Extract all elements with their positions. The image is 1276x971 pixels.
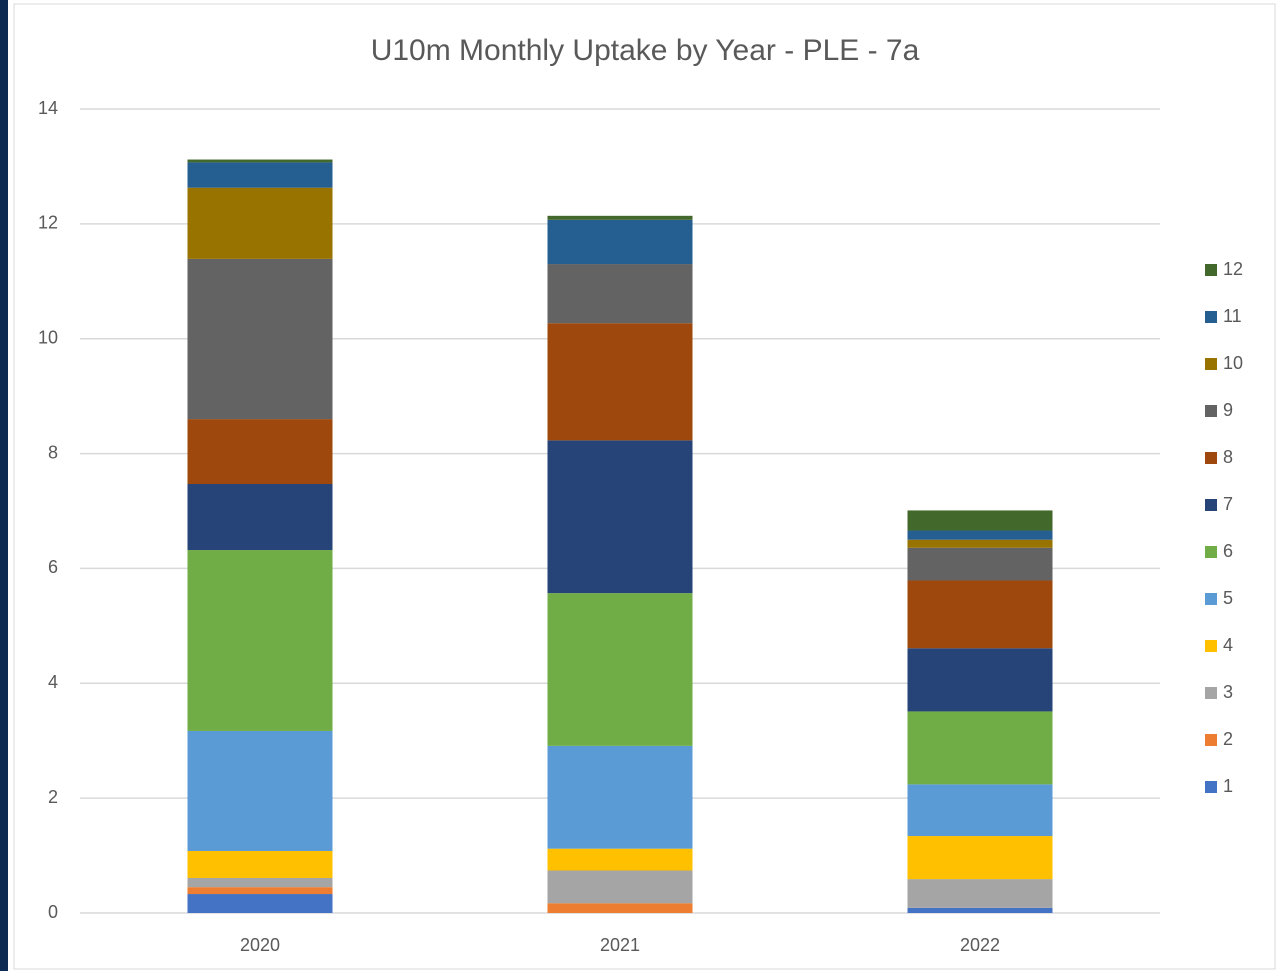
legend-swatch xyxy=(1205,311,1217,323)
x-tick-label: 2021 xyxy=(600,935,640,955)
bar-segment xyxy=(187,894,333,913)
bar-segment xyxy=(907,879,1053,908)
legend-swatch xyxy=(1205,593,1217,605)
legend-label: 3 xyxy=(1223,682,1233,702)
legend-swatch xyxy=(1205,781,1217,793)
legend-swatch xyxy=(1205,734,1217,746)
legend-label: 5 xyxy=(1223,588,1233,608)
bar-segment xyxy=(547,593,693,746)
bar-segment xyxy=(907,539,1053,548)
legend-label: 1 xyxy=(1223,776,1233,796)
bar-segment xyxy=(187,850,333,878)
bar-segment xyxy=(187,877,333,888)
legend-swatch xyxy=(1205,452,1217,464)
x-tick-label: 2022 xyxy=(960,935,1000,955)
chart-title: U10m Monthly Uptake by Year - PLE - 7a xyxy=(371,34,920,67)
bar-segment xyxy=(187,484,333,551)
bar-segment xyxy=(187,730,333,851)
bar-segment xyxy=(547,219,693,265)
bar-segment xyxy=(187,419,333,485)
bar-segment xyxy=(907,580,1053,649)
bar-segment xyxy=(187,187,333,259)
bar-segment xyxy=(907,510,1053,531)
bar-segment xyxy=(907,711,1053,785)
legend-label: 4 xyxy=(1223,635,1233,655)
y-tick-label: 10 xyxy=(38,327,58,347)
bar-segment xyxy=(907,648,1053,712)
bar-segment xyxy=(547,848,693,871)
legend-swatch xyxy=(1205,264,1217,276)
bar-segment xyxy=(187,162,333,188)
y-tick-label: 4 xyxy=(48,672,58,692)
bar-segment xyxy=(907,907,1053,913)
legend-swatch xyxy=(1205,640,1217,652)
bar-segment xyxy=(907,530,1053,540)
bar-segment xyxy=(547,903,693,913)
y-tick-label: 0 xyxy=(48,902,58,922)
bar-segment xyxy=(547,323,693,441)
bar-segment xyxy=(907,836,1053,880)
legend-label: 2 xyxy=(1223,729,1233,749)
bar-segment xyxy=(187,550,333,731)
legend-swatch xyxy=(1205,405,1217,417)
x-tick-label: 2020 xyxy=(240,935,280,955)
bar-segment xyxy=(547,745,693,849)
legend-label: 11 xyxy=(1223,306,1242,326)
y-tick-label: 6 xyxy=(48,557,58,577)
frame-edge xyxy=(0,0,8,971)
bar-segment xyxy=(187,159,333,163)
legend-swatch xyxy=(1205,358,1217,370)
legend-label: 12 xyxy=(1223,259,1243,279)
legend-label: 9 xyxy=(1223,400,1233,420)
legend-label: 7 xyxy=(1223,494,1233,514)
bar-segment xyxy=(547,440,693,594)
legend-swatch xyxy=(1205,687,1217,699)
bar-segment xyxy=(187,258,333,420)
legend-swatch xyxy=(1205,546,1217,558)
legend-label: 10 xyxy=(1223,353,1243,373)
y-tick-label: 2 xyxy=(48,787,58,807)
bar-segment xyxy=(547,870,693,904)
bar-segment xyxy=(907,547,1053,581)
bar-segment xyxy=(907,784,1053,837)
y-tick-label: 8 xyxy=(48,442,58,462)
bar-segment xyxy=(547,264,693,324)
bar-segment xyxy=(547,215,693,220)
legend-label: 6 xyxy=(1223,541,1233,561)
legend-label: 8 xyxy=(1223,447,1233,467)
legend-swatch xyxy=(1205,499,1217,511)
y-tick-label: 12 xyxy=(38,213,58,233)
y-tick-label: 14 xyxy=(38,98,58,118)
bar-segment xyxy=(187,887,333,895)
